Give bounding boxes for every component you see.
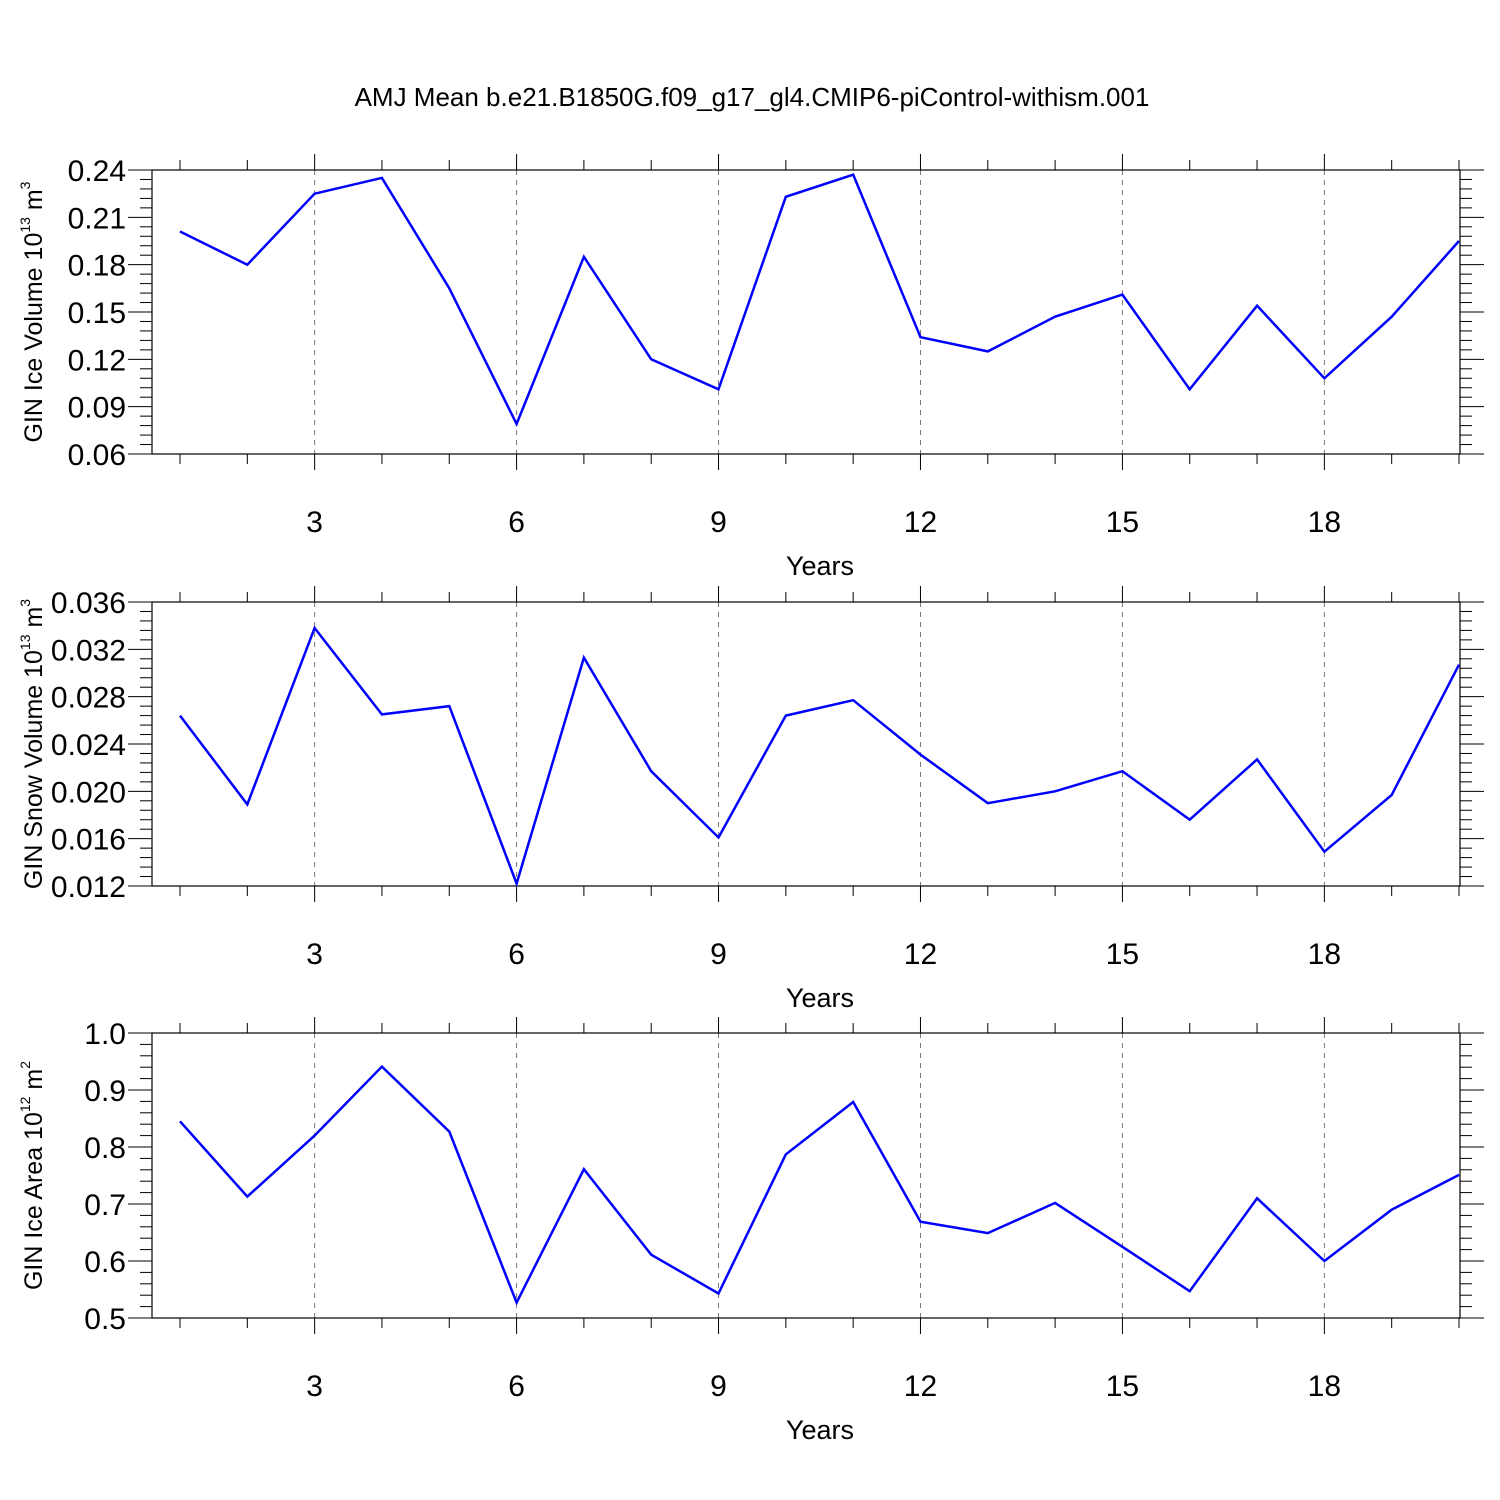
x-tick-label: 18 — [1308, 938, 1341, 971]
x-axis-label: Years — [786, 1415, 854, 1445]
y-axis-label: GIN Ice Volume 1013 m3 — [17, 181, 48, 442]
y-axis-label-part: m — [20, 189, 48, 217]
plot-frame — [151, 1032, 1461, 1319]
chart-panel-2: 0.012 0.016 0.020 0.024 0.028 0.032 0.036 3 6 9 12… — [17, 586, 1484, 1013]
series-line — [179, 625, 1461, 888]
chart-panel-3: 0.5 0.6 0.7 0.8 0.9 1.0 3 6 9 12 15 18 Years GIN Ice … — [17, 1017, 1484, 1445]
y-axis-label-part: m — [20, 607, 48, 635]
y-axis-label-part: GIN Snow Volume 10 — [20, 650, 48, 889]
y-tick-label: 0.016 — [51, 824, 126, 857]
x-axis-label: Years — [786, 983, 854, 1013]
y-axis-label: GIN Ice Area 1012 m2 — [17, 1061, 48, 1290]
x-tick-label: 18 — [1308, 1370, 1341, 1403]
x-tick-label: 6 — [508, 938, 525, 971]
x-tick-label: 18 — [1308, 506, 1341, 539]
y-tick-label: 0.12 — [68, 344, 126, 377]
x-tick-label: 15 — [1106, 938, 1139, 971]
y-tick-label: 0.7 — [84, 1189, 126, 1222]
y-tick-label: 0.024 — [51, 729, 126, 762]
x-tick-label: 3 — [306, 1370, 323, 1403]
y-tick-label: 1.0 — [84, 1018, 126, 1051]
x-tick-label: 3 — [306, 938, 323, 971]
chart-panel-1: 0.06 0.09 0.12 0.15 0.18 0.21 0.24 3 6 9 12 15 18 Yea… — [17, 154, 1484, 581]
y-tick-label: 0.09 — [68, 392, 126, 425]
y-axis-label-superscript: 3 — [17, 181, 33, 189]
chart-title: AMJ Mean b.e21.B1850G.f09_g17_gl4.CMIP6-… — [355, 82, 1150, 112]
y-tick-label: 0.9 — [84, 1075, 126, 1108]
y-tick-label: 0.020 — [51, 776, 126, 809]
y-tick-label: 0.032 — [51, 634, 126, 667]
x-tick-label: 15 — [1106, 1370, 1139, 1403]
x-tick-label: 6 — [508, 1370, 525, 1403]
y-tick-label: 0.6 — [84, 1246, 126, 1279]
x-tick-label: 9 — [710, 1370, 727, 1403]
y-axis-label: GIN Snow Volume 1013 m3 — [17, 599, 48, 889]
y-axis-label-superscript: 13 — [17, 634, 33, 650]
y-tick-label: 0.15 — [68, 297, 126, 330]
y-tick-label: 0.8 — [84, 1132, 126, 1165]
y-tick-label: 0.06 — [68, 439, 126, 472]
y-axis-label-superscript: 2 — [17, 1061, 33, 1069]
y-tick-label: 0.18 — [68, 250, 126, 283]
series-line — [179, 1064, 1460, 1306]
y-axis-label-part: GIN Ice Volume 10 — [20, 233, 48, 443]
y-axis-label-superscript: 12 — [17, 1096, 33, 1112]
x-tick-label: 12 — [904, 938, 937, 971]
y-tick-label: 0.24 — [68, 155, 126, 188]
y-tick-label: 0.21 — [68, 202, 126, 235]
x-tick-label: 12 — [904, 1370, 937, 1403]
x-tick-label: 15 — [1106, 506, 1139, 539]
plot-frame — [151, 601, 1461, 887]
y-axis-label-superscript: 3 — [17, 599, 33, 607]
y-tick-label: 0.036 — [51, 587, 126, 620]
x-tick-label: 6 — [508, 506, 525, 539]
y-tick-label: 0.012 — [51, 871, 126, 904]
y-axis-label-superscript: 13 — [17, 217, 33, 233]
x-tick-label: 9 — [710, 938, 727, 971]
y-axis-label-part: GIN Ice Area 10 — [20, 1112, 48, 1290]
x-tick-label: 3 — [306, 506, 323, 539]
y-tick-label: 0.5 — [84, 1303, 126, 1336]
x-tick-label: 9 — [710, 506, 727, 539]
panels: 0.06 0.09 0.12 0.15 0.18 0.21 0.24 3 6 9 12 15 18 Yea… — [17, 154, 1484, 1445]
x-axis-label: Years — [786, 551, 854, 581]
x-tick-label: 12 — [904, 506, 937, 539]
y-tick-label: 0.028 — [51, 682, 126, 715]
series-line — [179, 173, 1460, 428]
y-axis-label-part: m — [20, 1069, 48, 1097]
